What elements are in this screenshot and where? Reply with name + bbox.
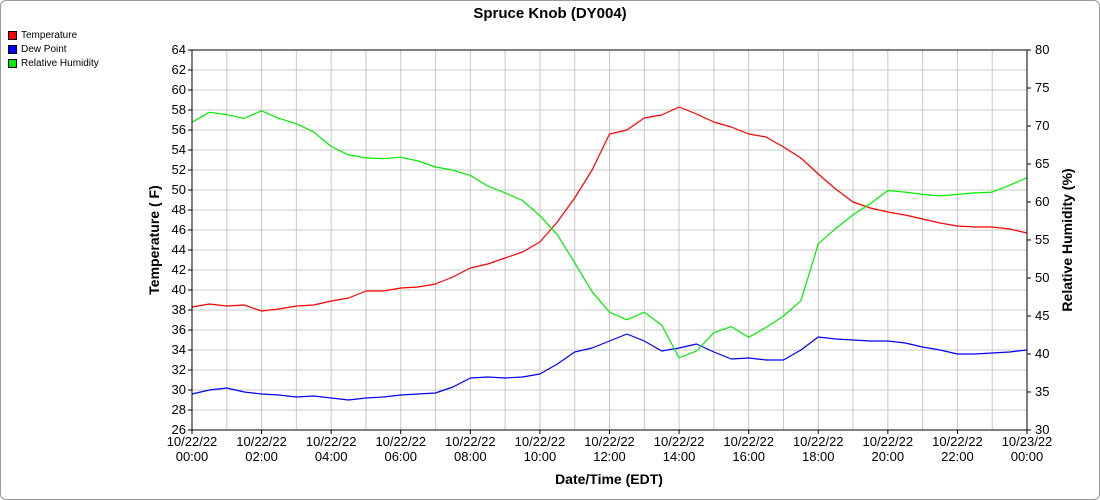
left-tick-label: 50: [172, 182, 186, 197]
series-lines: [191, 106, 1028, 401]
legend-label-dew-point: Dew Point: [21, 43, 67, 55]
series-line-temperature: [191, 106, 1028, 312]
x-tick-time: 16:00: [732, 449, 765, 464]
x-tick-time: 08:00: [454, 449, 487, 464]
legend: Temperature Dew Point Relative Humidity: [8, 28, 99, 70]
legend-label-temperature: Temperature: [21, 29, 78, 41]
left-tick-label: 46: [172, 222, 186, 237]
x-tick-time: 10:00: [524, 449, 557, 464]
x-tick-time: 20:00: [872, 449, 905, 464]
series-line-relative-humidity: [191, 110, 1028, 359]
left-tick-label: 30: [172, 382, 186, 397]
right-tick-label: 70: [1035, 118, 1049, 133]
x-tick-date: 10/22/22: [584, 434, 635, 449]
x-tick-date: 10/22/22: [167, 434, 218, 449]
x-tick-time: 18:00: [802, 449, 835, 464]
legend-item-relative-humidity: Relative Humidity: [8, 56, 99, 70]
right-tick-label: 60: [1035, 194, 1049, 209]
x-tick-time: 02:00: [245, 449, 278, 464]
right-tick-label: 30: [1035, 422, 1049, 437]
chart-title: Spruce Knob (DY004): [473, 5, 627, 22]
x-tick-date: 10/22/22: [236, 434, 287, 449]
right-tick-label: 50: [1035, 270, 1049, 285]
x-tick-time: 00:00: [1011, 449, 1044, 464]
left-tick-label: 40: [172, 282, 186, 297]
legend-swatch-relative-humidity: [8, 58, 17, 68]
right-axis-label: Relative Humidity (%): [1059, 168, 1075, 311]
left-axis-ticks: 26 28 30 32 34 36 38 40 42 44 46 48 50 52 54 56 58 60 62 64: [172, 42, 192, 437]
left-axis-label: Temperature ( F): [146, 185, 162, 294]
left-tick-label: 32: [172, 362, 186, 377]
x-tick-date: 10/22/22: [863, 434, 914, 449]
grid-lines: [191, 49, 1028, 431]
left-tick-label: 26: [172, 422, 186, 437]
right-tick-label: 55: [1035, 232, 1049, 247]
x-axis-label: Date/Time (EDT): [555, 471, 663, 487]
x-tick-time: 14:00: [663, 449, 696, 464]
legend-swatch-dew-point: [8, 44, 17, 54]
legend-swatch-temperature: [8, 30, 17, 40]
x-tick-time: 22:00: [941, 449, 974, 464]
x-tick-date: 10/22/22: [723, 434, 774, 449]
x-tick-date: 10/22/22: [932, 434, 983, 449]
left-tick-label: 54: [172, 142, 186, 157]
x-tick-date: 10/22/22: [793, 434, 844, 449]
left-tick-label: 60: [172, 82, 186, 97]
x-tick-time: 12:00: [593, 449, 626, 464]
series-line-dew-point: [191, 333, 1028, 401]
x-tick-date: 10/22/22: [445, 434, 496, 449]
right-tick-label: 35: [1035, 384, 1049, 399]
x-tick-date: 10/23/22: [1002, 434, 1053, 449]
left-tick-label: 62: [172, 62, 186, 77]
left-tick-label: 56: [172, 122, 186, 137]
left-tick-label: 42: [172, 262, 186, 277]
right-tick-label: 45: [1035, 308, 1049, 323]
x-tick-date: 10/22/22: [515, 434, 566, 449]
left-tick-label: 64: [172, 42, 186, 57]
right-axis-ticks: 30 35 40 45 50 55 60 65 70 75 80: [1027, 42, 1049, 437]
left-tick-label: 44: [172, 242, 186, 257]
right-tick-label: 80: [1035, 42, 1049, 57]
x-tick-date: 10/22/22: [654, 434, 705, 449]
x-tick-date: 10/22/22: [306, 434, 357, 449]
left-tick-label: 28: [172, 402, 186, 417]
left-tick-label: 38: [172, 302, 186, 317]
x-axis-ticks: 10/22/2200:0010/22/2202:0010/22/2204:001…: [167, 430, 1053, 464]
left-tick-label: 48: [172, 202, 186, 217]
legend-item-dew-point: Dew Point: [8, 42, 99, 56]
x-tick-time: 06:00: [384, 449, 417, 464]
x-tick-time: 00:00: [176, 449, 209, 464]
left-tick-label: 52: [172, 162, 186, 177]
right-tick-label: 65: [1035, 156, 1049, 171]
legend-label-relative-humidity: Relative Humidity: [21, 57, 99, 69]
right-tick-label: 75: [1035, 80, 1049, 95]
left-tick-label: 34: [172, 342, 186, 357]
left-tick-label: 58: [172, 102, 186, 117]
x-tick-time: 04:00: [315, 449, 348, 464]
x-tick-date: 10/22/22: [375, 434, 426, 449]
right-tick-label: 40: [1035, 346, 1049, 361]
left-tick-label: 36: [172, 322, 186, 337]
legend-item-temperature: Temperature: [8, 28, 99, 42]
